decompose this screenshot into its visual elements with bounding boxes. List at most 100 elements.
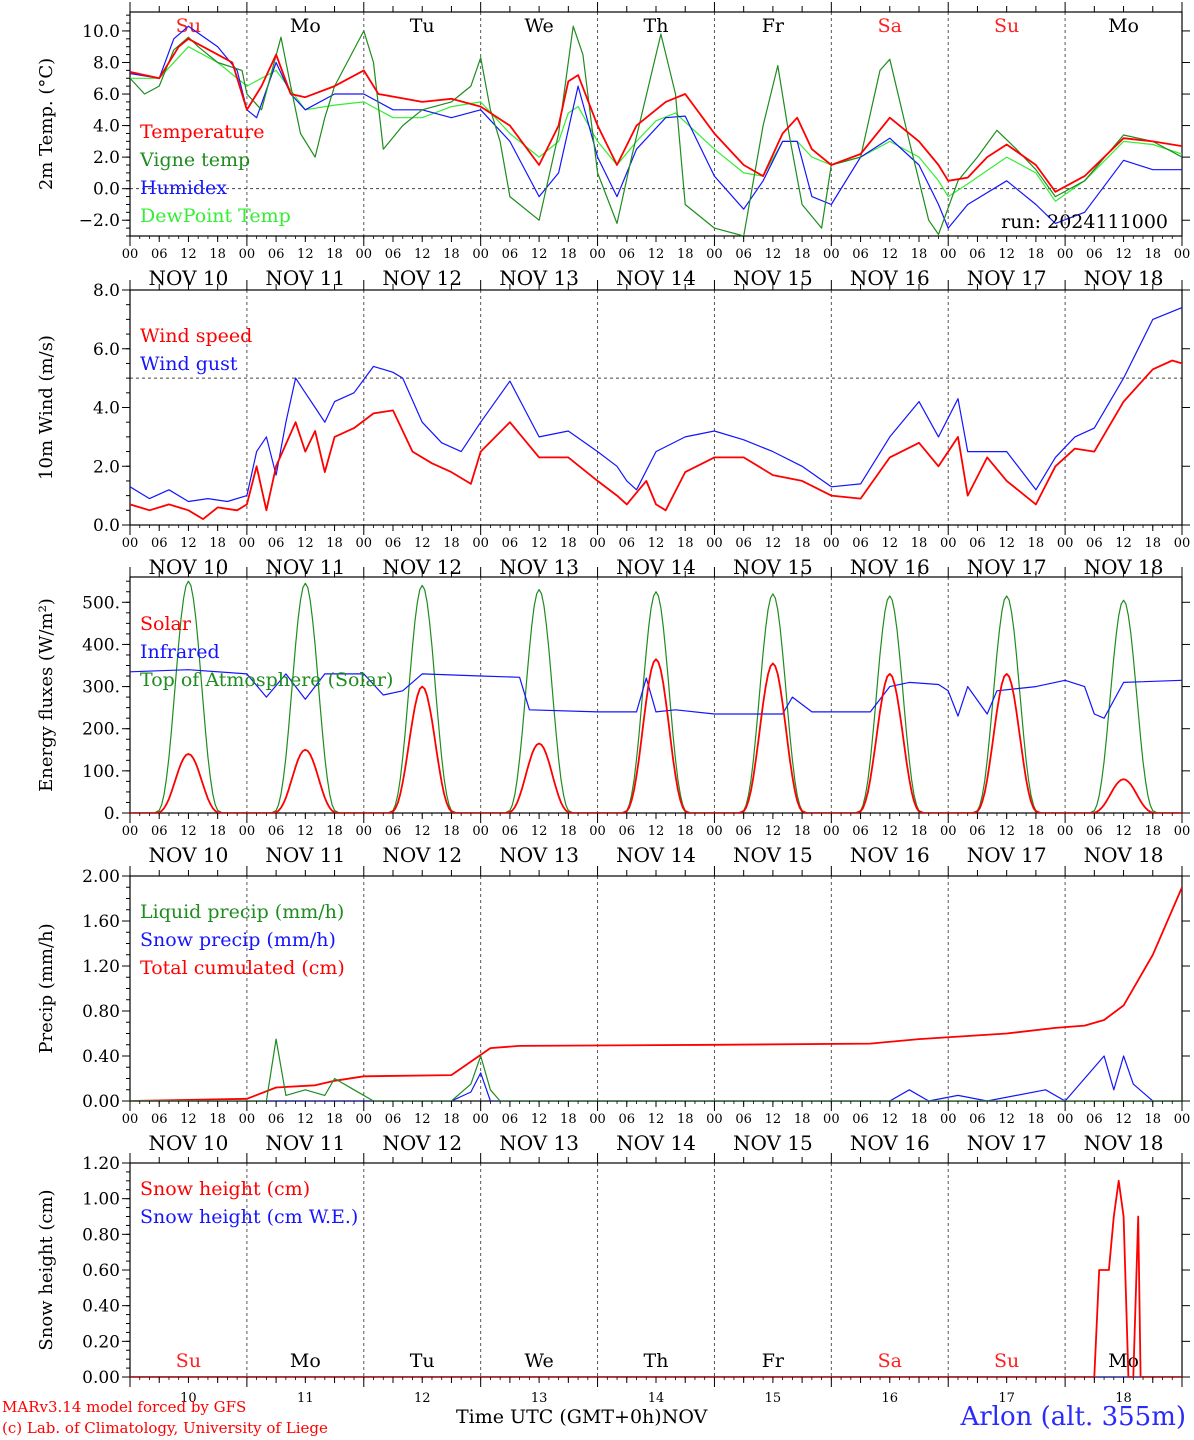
hour-tick-label: 12 [998, 1112, 1015, 1127]
hour-tick-label: 12 [531, 536, 548, 551]
day-number-label: 15 [765, 1391, 782, 1406]
hour-tick-label: 12 [297, 247, 314, 262]
series-line-snow-height-cm [130, 1179, 1182, 1377]
hour-tick-label: 18 [1028, 536, 1045, 551]
y-tick-label: 0.40 [82, 1047, 120, 1067]
hour-tick-label: 12 [765, 247, 782, 262]
y-tick-label: 0.20 [82, 1332, 120, 1352]
date-label: NOV 16 [850, 843, 930, 867]
y-tick-label: 8.0 [93, 281, 120, 301]
hour-tick-label: 00 [472, 824, 489, 839]
hour-tick-label: 06 [852, 536, 869, 551]
hour-tick-label: 12 [414, 536, 431, 551]
y-axis-title: Precip (mm/h) [36, 923, 57, 1053]
y-tick-label: 2.0 [93, 148, 120, 168]
hour-tick-label: 06 [268, 247, 285, 262]
hour-tick-label: 06 [852, 1112, 869, 1127]
date-label: NOV 12 [382, 1131, 462, 1155]
y-tick-label: 400. [82, 635, 120, 655]
panel-snow: 0.00 0.20 0.40 0.60 0.80 1.00 1.20 Snow height … [36, 1153, 1190, 1406]
panel-energy: 0. 100. 200. 300. 400. 500. Energy fluxes (W/m… [36, 567, 1191, 867]
weekday-label: Fr [762, 15, 785, 37]
day-number-label: 10 [180, 1391, 197, 1406]
hour-tick-label: 06 [385, 1112, 402, 1127]
y-tick-label: 500. [82, 593, 120, 613]
y-tick-label: 0.0 [93, 180, 120, 200]
legend-entry: Snow precip (mm/h) [140, 929, 336, 951]
hour-tick-label: 06 [969, 1112, 986, 1127]
series-group [130, 886, 1182, 1101]
hour-tick-label: 06 [619, 247, 636, 262]
hour-tick-label: 18 [677, 247, 694, 262]
month-label: NOV [661, 1406, 708, 1428]
hour-tick-label: 12 [180, 824, 197, 839]
hour-tick-label: 12 [531, 247, 548, 262]
hour-tick-label: 06 [268, 824, 285, 839]
hour-tick-label: 06 [969, 536, 986, 551]
hour-tick-label: 12 [1115, 247, 1132, 262]
hour-tick-label: 06 [151, 824, 168, 839]
series-line-top-of-atmosphere-solar [130, 580, 1182, 813]
lab-credit: (c) Lab. of Climatology, University of L… [2, 1419, 328, 1437]
hour-tick-label: 00 [706, 536, 723, 551]
series-line-wind-gust [130, 307, 1182, 503]
y-axis-title: Energy fluxes (W/m²) [36, 598, 57, 792]
hour-tick-label: 18 [677, 1112, 694, 1127]
y-tick-label: 0.00 [82, 1368, 120, 1388]
weekday-label: Tu [410, 15, 435, 37]
hour-tick-label: 00 [1174, 247, 1191, 262]
hour-tick-label: 00 [1057, 536, 1074, 551]
hour-tick-label: 18 [677, 824, 694, 839]
hour-tick-label: 12 [648, 824, 665, 839]
hour-tick-label: 18 [209, 247, 226, 262]
hour-tick-label: 06 [502, 536, 519, 551]
hour-tick-label: 00 [356, 824, 373, 839]
y-tick-label: 4.0 [93, 117, 120, 137]
hour-tick-label: 18 [326, 247, 343, 262]
hour-tick-label: 18 [794, 824, 811, 839]
x-axis-label: Time UTC (GMT+0h) [456, 1406, 662, 1428]
hour-tick-label: 06 [151, 247, 168, 262]
hour-tick-label: 18 [1145, 247, 1162, 262]
hour-tick-label: 18 [1028, 247, 1045, 262]
hour-tick-label: 12 [180, 536, 197, 551]
y-tick-label: 1.20 [82, 1154, 120, 1174]
station-label: Arlon (alt. 355m) [960, 1402, 1186, 1432]
plot-frame [129, 11, 1183, 237]
hour-tick-label: 00 [1174, 536, 1191, 551]
hour-tick-label: 00 [589, 536, 606, 551]
legend-entry: Wind speed [140, 325, 252, 347]
date-label: NOV 11 [265, 843, 345, 867]
weekday-label: Th [644, 1350, 669, 1372]
date-label: NOV 17 [967, 1131, 1047, 1155]
y-tick-label: 10.0 [82, 22, 120, 42]
hour-tick-label: 12 [998, 824, 1015, 839]
hour-tick-label: 00 [940, 247, 957, 262]
hour-tick-label: 00 [239, 824, 256, 839]
hour-tick-label: 00 [356, 536, 373, 551]
plot-frame [129, 289, 1183, 526]
hour-tick-label: 06 [1086, 1112, 1103, 1127]
model-credit: MARv3.14 model forced by GFS [2, 1398, 247, 1416]
hour-tick-label: 00 [823, 824, 840, 839]
series-group [130, 25, 1182, 236]
weekday-label: Fr [762, 1350, 785, 1372]
series-line-total-cumulated-cm [130, 886, 1182, 1101]
hour-tick-label: 06 [1086, 824, 1103, 839]
hour-tick-label: 00 [472, 536, 489, 551]
y-axis-title: 2m Temp. (°C) [36, 58, 57, 190]
weekday-label: Th [644, 15, 669, 37]
hour-tick-label: 00 [823, 247, 840, 262]
hour-tick-label: 06 [1086, 536, 1103, 551]
hour-tick-label: 18 [560, 536, 577, 551]
hour-tick-label: 00 [1174, 824, 1191, 839]
y-tick-label: 0.60 [82, 1261, 120, 1281]
hour-tick-label: 00 [589, 247, 606, 262]
y-tick-label: 6.0 [93, 340, 120, 360]
hour-tick-label: 00 [472, 1112, 489, 1127]
hour-tick-label: 18 [911, 536, 928, 551]
hour-tick-label: 00 [239, 247, 256, 262]
hour-tick-label: 18 [443, 824, 460, 839]
hour-tick-label: 06 [852, 824, 869, 839]
day-number-label: 16 [882, 1391, 899, 1406]
